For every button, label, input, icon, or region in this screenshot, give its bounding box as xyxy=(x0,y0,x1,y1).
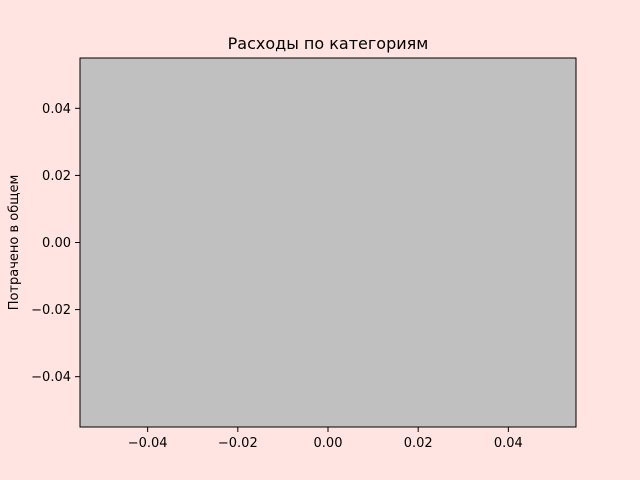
x-tick-label: −0.02 xyxy=(218,436,258,451)
plot-area xyxy=(79,57,577,428)
y-axis-ticks: −0.04 −0.02 0.00 0.02 0.04 xyxy=(31,102,80,385)
x-tick-label: 0.02 xyxy=(404,436,433,451)
y-tick-label: 0.02 xyxy=(42,169,71,184)
chart-title: Расходы по категориям xyxy=(228,34,429,53)
y-tick-label: −0.04 xyxy=(31,370,71,385)
x-axis-ticks: −0.04 −0.02 0.00 0.02 0.04 xyxy=(128,427,523,451)
y-tick-label: 0.04 xyxy=(42,102,71,117)
y-tick-label: −0.02 xyxy=(31,303,71,318)
y-tick-label: 0.00 xyxy=(42,236,71,251)
y-axis-label: Потрачено в общем xyxy=(7,175,22,311)
x-tick-label: 0.00 xyxy=(314,436,343,451)
x-tick-label: −0.04 xyxy=(128,436,168,451)
x-tick-label: 0.04 xyxy=(494,436,523,451)
